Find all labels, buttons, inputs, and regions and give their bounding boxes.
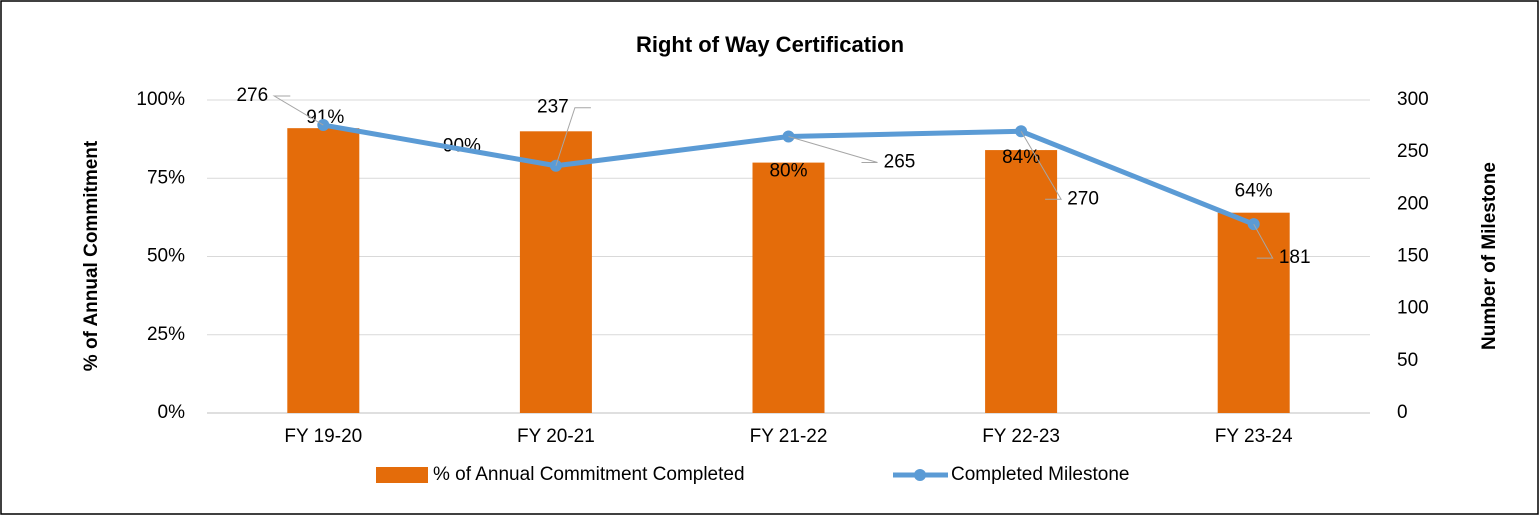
y2-tick-label: 50: [1397, 350, 1418, 371]
y2-tick-label: 250: [1397, 141, 1429, 162]
leader-line: [1253, 223, 1274, 259]
y2-tick-label: 150: [1397, 246, 1429, 267]
bar: [985, 150, 1058, 413]
line-value-label: 265: [884, 152, 916, 173]
legend-label: % of Annual Commitment Completed: [433, 464, 745, 485]
line-value-label: 276: [236, 85, 268, 106]
bar: [752, 162, 825, 413]
x-tick-label: FY 20-21: [517, 426, 595, 447]
bar-value-label: 80%: [769, 161, 807, 182]
x-tick-label: FY 19-20: [284, 426, 362, 447]
bar: [287, 128, 360, 414]
bar-value-label: 64%: [1235, 181, 1273, 202]
x-tick-label: FY 21-22: [750, 426, 828, 447]
leader-line: [272, 95, 324, 126]
x-tick-label: FY 22-23: [982, 426, 1060, 447]
x-tick-label: FY 23-24: [1215, 426, 1293, 447]
y2-tick-label: 0: [1397, 402, 1408, 423]
bar-value-label: 84%: [1002, 147, 1040, 168]
line-value-label: 237: [537, 97, 569, 118]
y-tick-label: 100%: [136, 89, 185, 110]
y2-tick-label: 200: [1397, 193, 1429, 214]
y-tick-label: 50%: [147, 246, 185, 267]
y-tick-label: 75%: [147, 167, 185, 188]
y-axis-title: % of Annual Commitment: [81, 140, 102, 371]
chart-title: Right of Way Certification: [636, 32, 904, 57]
y-tick-label: 25%: [147, 324, 185, 345]
bar-value-label: 91%: [306, 107, 344, 128]
leader-line: [1020, 131, 1062, 200]
legend-swatch: [914, 469, 926, 481]
legend-swatch: [376, 467, 428, 483]
line-value-label: 181: [1279, 247, 1311, 268]
y2-axis-title: Number of Milestone: [1479, 162, 1500, 350]
legend-label: Completed Milestone: [951, 464, 1129, 485]
leader-line: [555, 107, 591, 166]
line-point: [317, 119, 330, 132]
bar: [519, 131, 592, 414]
bar: [1217, 212, 1290, 413]
y-tick-label: 0%: [158, 402, 186, 423]
leader-line: [788, 136, 878, 164]
line-value-label: 270: [1067, 188, 1099, 209]
y2-tick-label: 100: [1397, 298, 1429, 319]
y2-tick-label: 300: [1397, 89, 1429, 110]
